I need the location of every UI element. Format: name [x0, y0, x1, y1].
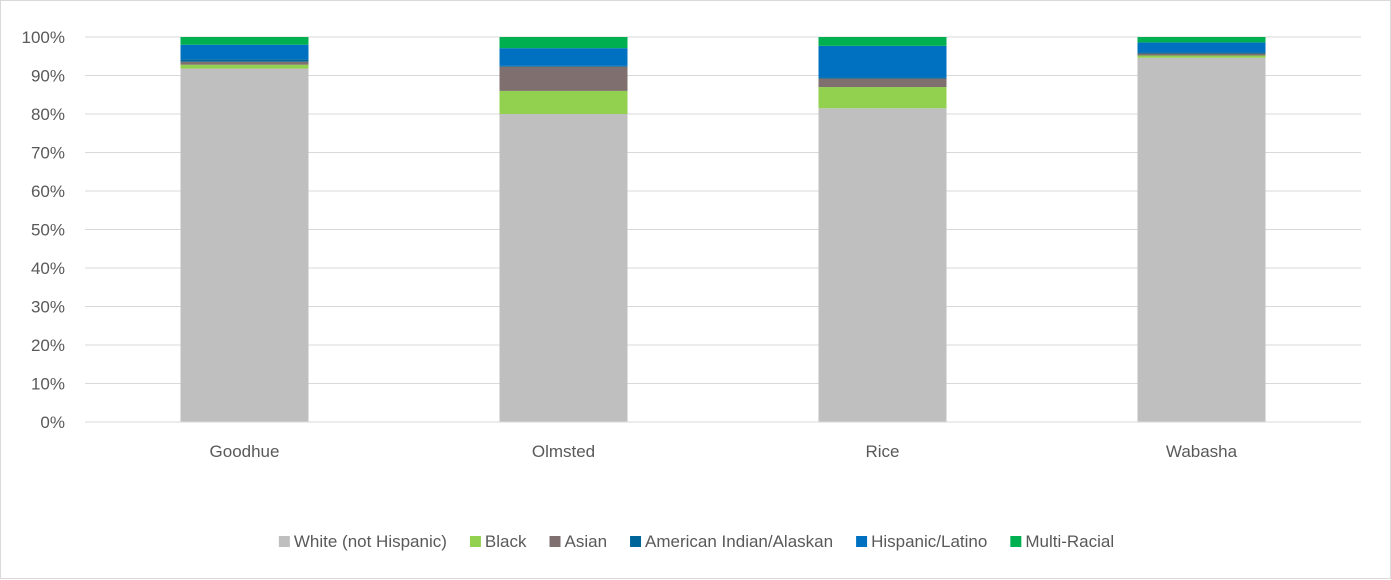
legend-label: Multi-Racial — [1025, 532, 1114, 551]
bar-segment — [1137, 37, 1266, 43]
y-tick-label: 0% — [40, 413, 65, 432]
x-category-label: Goodhue — [210, 442, 280, 461]
bar-segment — [818, 87, 947, 109]
y-tick-label: 20% — [31, 336, 65, 355]
bar-segment — [180, 68, 309, 422]
bar-segment — [499, 66, 628, 91]
bar-segment — [818, 78, 947, 88]
bar-segment — [818, 108, 947, 422]
x-category-label: Wabasha — [1166, 442, 1238, 461]
legend-swatch — [469, 536, 481, 547]
x-category-label: Rice — [865, 442, 899, 461]
y-tick-label: 100% — [22, 28, 65, 47]
legend-item: White (not Hispanic) — [278, 532, 447, 551]
bar-segment — [180, 37, 309, 45]
y-tick-label: 50% — [31, 221, 65, 240]
y-tick-label: 60% — [31, 182, 65, 201]
legend-item: Multi-Racial — [1010, 532, 1114, 551]
bar-segment — [818, 77, 947, 79]
legend: White (not Hispanic) Black Asian American I… — [278, 532, 1114, 551]
legend-label: Asian — [565, 532, 608, 551]
bar-segment — [180, 44, 309, 60]
bar-segment — [818, 37, 947, 46]
bar-segment — [1137, 55, 1266, 58]
y-tick-label: 80% — [31, 105, 65, 124]
bar-segment — [1137, 42, 1266, 53]
bar-segment — [180, 64, 309, 69]
y-tick-label: 90% — [31, 67, 65, 86]
bar-segment — [818, 45, 947, 78]
y-tick-label: 30% — [31, 298, 65, 317]
legend-item: Hispanic/Latino — [856, 532, 987, 551]
bar-segment — [499, 65, 628, 67]
bar-segment — [180, 59, 309, 62]
bar-segment — [1137, 52, 1266, 54]
legend-label: Hispanic/Latino — [871, 532, 987, 551]
legend-swatch — [856, 536, 868, 547]
x-axis: Goodhue Olmsted Rice Wabasha — [85, 421, 1361, 461]
legend-label: Black — [485, 532, 527, 551]
bar-segment — [499, 90, 628, 114]
legend-label: American Indian/Alaskan — [645, 532, 833, 551]
legend-label: White (not Hispanic) — [294, 532, 447, 551]
y-tick-label: 70% — [31, 144, 65, 163]
y-tick-label: 40% — [31, 259, 65, 278]
legend-swatch — [549, 536, 561, 547]
bars — [180, 37, 1266, 422]
legend-swatch — [1010, 536, 1022, 547]
bar-segment — [499, 48, 628, 66]
bar-segment — [180, 61, 309, 65]
bar-segment — [1137, 57, 1266, 422]
x-category-label: Olmsted — [532, 442, 595, 461]
y-axis-tick-labels: 0% 10% 20% 30% 40% 50% 60% 70% 80% 90% 100% — [22, 28, 65, 432]
legend-item: Black — [469, 532, 527, 551]
bar-segment — [499, 114, 628, 422]
y-tick-label: 10% — [31, 375, 65, 394]
legend-swatch — [630, 536, 642, 547]
bar-segment — [499, 37, 628, 49]
legend-item: Asian — [549, 532, 608, 551]
legend-item: American Indian/Alaskan — [630, 532, 833, 551]
legend-swatch — [278, 536, 290, 547]
bar-segment — [1137, 53, 1266, 56]
